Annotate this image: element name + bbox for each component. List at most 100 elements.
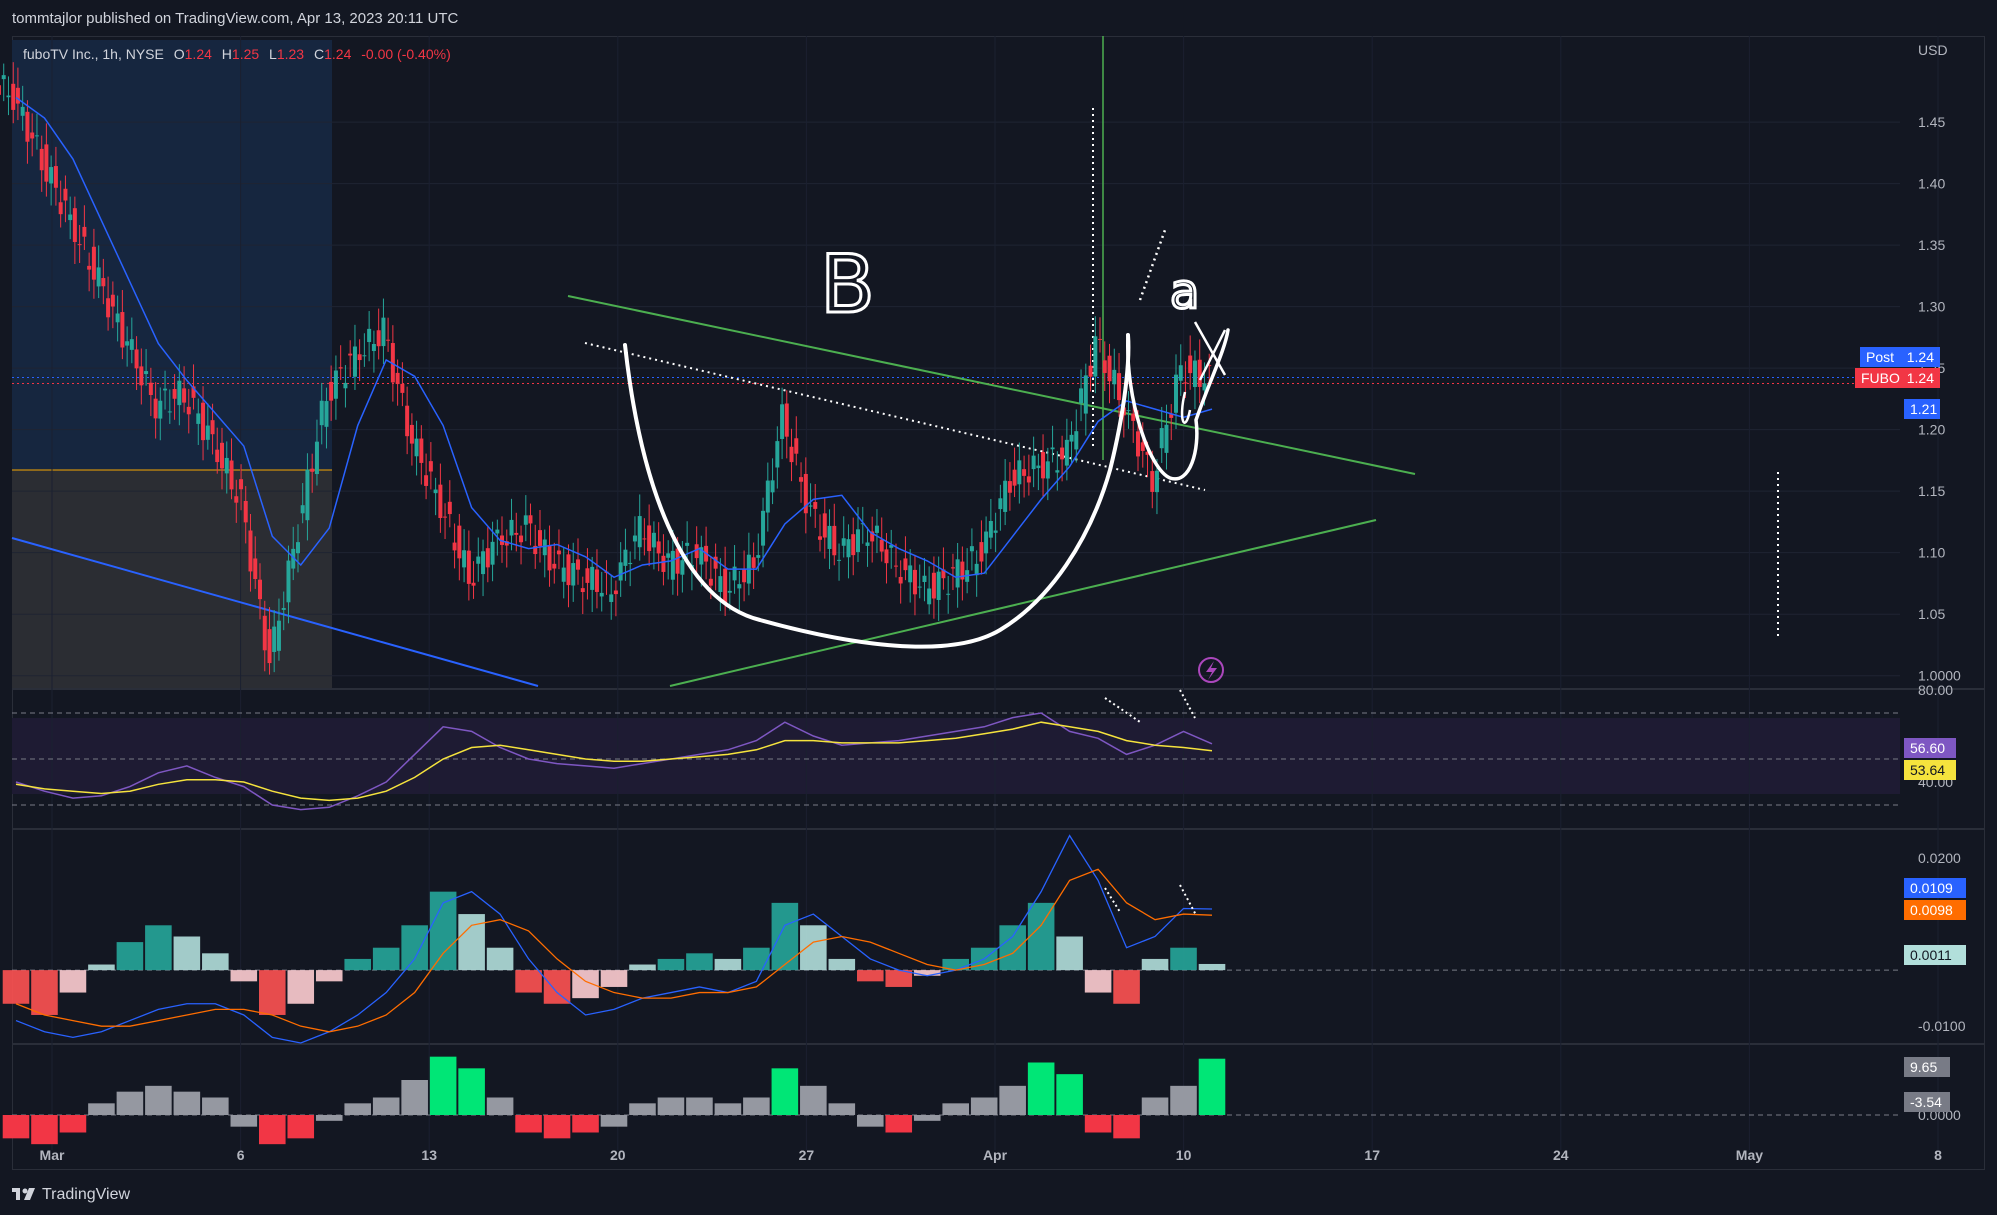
candle-body xyxy=(44,144,49,182)
candle-body xyxy=(239,479,244,490)
candle-body xyxy=(262,615,267,651)
tradingview-logo[interactable]: TradingView xyxy=(12,1186,130,1204)
publish-header: tommtajlor published on TradingView.com,… xyxy=(0,0,1997,36)
candle-body xyxy=(576,559,580,570)
macd-histogram-bar xyxy=(315,970,343,982)
oscillator-bar xyxy=(1141,1097,1169,1115)
oscillator-bar xyxy=(657,1097,685,1115)
candle-body xyxy=(585,568,590,583)
candle-body xyxy=(267,629,272,664)
candle-body xyxy=(428,461,433,472)
candle-body xyxy=(794,438,799,454)
candle-body xyxy=(144,371,149,375)
candle-body xyxy=(580,588,585,593)
candle-body xyxy=(894,565,898,567)
candle-body xyxy=(77,244,82,246)
candle-body xyxy=(15,87,20,104)
candle-body xyxy=(618,562,623,581)
candle-body xyxy=(329,381,334,401)
candle-body xyxy=(609,594,614,602)
candle-body xyxy=(1093,336,1098,377)
candle-body xyxy=(936,571,941,600)
candle-body xyxy=(300,505,305,514)
macd-histogram-bar xyxy=(1084,970,1112,993)
candle-body xyxy=(352,346,357,377)
candle-body xyxy=(1088,365,1093,377)
candle-body xyxy=(433,489,438,494)
candle-body xyxy=(91,246,96,280)
candle-body xyxy=(969,546,974,552)
candle-body xyxy=(927,588,932,605)
macd-divergence-drawing xyxy=(1104,884,1197,916)
macd-histogram-bar xyxy=(230,970,258,982)
macd-histogram-bar xyxy=(486,947,514,971)
macd-histogram-bar xyxy=(743,947,770,971)
level-badge: 1.21 xyxy=(1904,399,1940,419)
candle-body xyxy=(438,484,443,519)
candle-body xyxy=(974,563,979,576)
macd-histogram-bar xyxy=(2,970,30,1004)
candle-body xyxy=(917,586,922,588)
candle-body xyxy=(770,480,775,493)
oscillator-bar xyxy=(743,1097,770,1115)
candle-body xyxy=(1045,461,1050,479)
candle-body xyxy=(656,541,661,554)
legend-change: -0.00 (-0.40%) xyxy=(361,46,451,62)
candle-body xyxy=(167,411,172,413)
candle-body xyxy=(1022,469,1027,476)
candle-body xyxy=(651,532,656,548)
candle-body xyxy=(34,135,39,137)
fubo-price-badge: FUBO 1.24 xyxy=(1855,368,1940,388)
candle-body xyxy=(1112,369,1117,385)
candle-body xyxy=(1007,481,1012,493)
blue-trendline xyxy=(11,537,539,687)
time-tick-label: May xyxy=(1736,1147,1763,1163)
candle-body xyxy=(775,441,780,468)
candle-body xyxy=(699,547,704,565)
macd-tick-label: 0.0200 xyxy=(1918,850,1961,866)
candle-body xyxy=(196,413,201,424)
candle-body xyxy=(931,572,936,599)
footer-brand: TradingView xyxy=(42,1186,131,1203)
signal-line xyxy=(15,868,1213,1033)
macd-histogram-bar xyxy=(543,970,571,1004)
candle-body xyxy=(647,525,652,552)
macd-histogram-bar xyxy=(259,970,286,1015)
oscillator-bar xyxy=(88,1103,115,1115)
candle-body xyxy=(1064,439,1069,466)
candle-body xyxy=(803,473,808,514)
legend-close: 1.24 xyxy=(324,46,352,62)
rsi-band xyxy=(12,718,1900,794)
oscillator-bar xyxy=(287,1115,315,1139)
candle-body xyxy=(409,424,414,444)
macd-histogram-bar xyxy=(401,925,428,971)
candle-body xyxy=(243,501,248,523)
macd-line xyxy=(15,834,1213,1044)
candle-body xyxy=(1169,414,1174,418)
candle-body xyxy=(533,545,538,555)
candle-body xyxy=(495,529,500,534)
candle-body xyxy=(343,382,348,389)
candle-body xyxy=(903,558,908,571)
candle-body xyxy=(72,208,77,242)
candle-body xyxy=(381,317,386,347)
session-highlight xyxy=(12,40,332,470)
price-tick-label: 1.20 xyxy=(1918,422,1945,438)
candle-body xyxy=(637,516,642,548)
oscillator-negative-badge: -3.54 xyxy=(1904,1092,1950,1112)
candle-body xyxy=(1150,471,1155,492)
candle-body xyxy=(1107,355,1112,382)
candle-body xyxy=(523,515,528,525)
session-highlight xyxy=(12,470,332,688)
oscillator-bar xyxy=(714,1103,742,1115)
candle-body xyxy=(590,566,595,590)
candle-body xyxy=(490,541,495,565)
candle-body xyxy=(1060,447,1065,460)
dotted-breakout-line xyxy=(1138,229,1167,301)
candle-body xyxy=(1202,383,1207,391)
post-badge-label: Post xyxy=(1866,349,1895,365)
candle-body xyxy=(504,541,509,546)
candle-body xyxy=(979,542,984,562)
oscillator-bar xyxy=(315,1115,343,1121)
